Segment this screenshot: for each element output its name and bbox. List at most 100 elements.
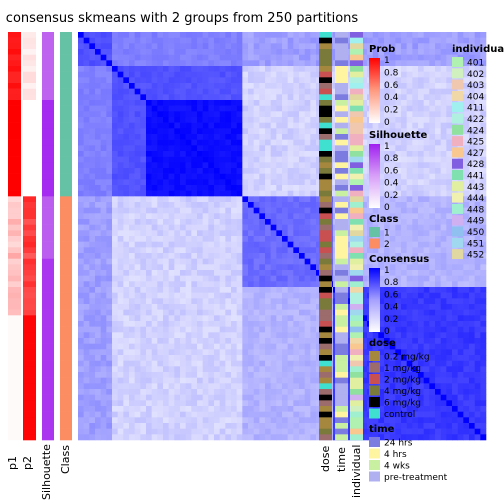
heatmap-cell (265, 140, 271, 146)
heatmap-cell (469, 366, 475, 372)
heatmap-cell (305, 168, 311, 174)
heatmap-cell (95, 128, 101, 134)
heatmap-cell (214, 208, 220, 214)
heatmap-cell (191, 242, 197, 248)
heatmap-cell (220, 361, 226, 367)
heatmap-cell (174, 55, 180, 61)
heatmap-cell (242, 134, 248, 140)
heatmap-cell (282, 366, 288, 372)
heatmap-cell (412, 117, 418, 123)
heatmap-cell (305, 196, 311, 202)
heatmap-cell (248, 106, 254, 112)
heatmap-cell (265, 298, 271, 304)
heatmap-cell (305, 372, 311, 378)
heatmap-cell (418, 236, 424, 242)
heatmap-cell (429, 55, 435, 61)
heatmap-cell (174, 332, 180, 338)
heatmap-cell (418, 162, 424, 168)
heatmap-cell (299, 77, 305, 83)
heatmap-cell (169, 332, 175, 338)
heatmap-cell (214, 157, 220, 163)
heatmap-cell (225, 123, 231, 129)
heatmap-cell (152, 72, 158, 78)
heatmap-cell (463, 383, 469, 389)
heatmap-cell (89, 117, 95, 123)
heatmap-cell (265, 89, 271, 95)
heatmap-cell (299, 395, 305, 401)
heatmap-cell (407, 145, 413, 151)
heatmap-cell (475, 310, 481, 316)
heatmap-cell (401, 55, 407, 61)
heatmap-cell (169, 293, 175, 299)
heatmap-cell (248, 162, 254, 168)
heatmap-cell (271, 185, 277, 191)
heatmap-cell (174, 117, 180, 123)
heatmap-cell (191, 293, 197, 299)
heatmap-cell (174, 225, 180, 231)
heatmap-cell (242, 247, 248, 253)
silhouette-cell (42, 242, 54, 248)
heatmap-cell (208, 83, 214, 89)
heatmap-cell (242, 94, 248, 100)
heatmap-cell (163, 372, 169, 378)
heatmap-cell (418, 281, 424, 287)
heatmap-cell (220, 77, 226, 83)
heatmap-cell (203, 117, 209, 123)
heatmap-cell (129, 219, 135, 225)
heatmap-cell (237, 77, 243, 83)
heatmap-cell (186, 400, 192, 406)
heatmap-cell (254, 49, 260, 55)
heatmap-cell (429, 355, 435, 361)
heatmap-cell (299, 100, 305, 106)
heatmap-cell (231, 338, 237, 344)
heatmap-cell (157, 264, 163, 270)
heatmap-cell (463, 344, 469, 350)
heatmap-cell (89, 32, 95, 38)
heatmap-cell (89, 100, 95, 106)
heatmap-cell (305, 281, 311, 287)
heatmap-cell (191, 151, 197, 157)
heatmap-cell (480, 344, 486, 350)
heatmap-cell (214, 185, 220, 191)
heatmap-cell (429, 72, 435, 78)
heatmap-cell (288, 168, 294, 174)
heatmap-cell (288, 179, 294, 185)
heatmap-cell (288, 355, 294, 361)
heatmap-cell (276, 372, 282, 378)
heatmap-cell (458, 38, 464, 44)
heatmap-cell (220, 264, 226, 270)
heatmap-cell (424, 157, 430, 163)
heatmap-cell (395, 327, 401, 333)
heatmap-cell (259, 304, 265, 310)
p2-cell (23, 49, 36, 55)
heatmap-cell (469, 38, 475, 44)
heatmap-cell (254, 157, 260, 163)
heatmap-cell (208, 213, 214, 219)
heatmap-cell (163, 162, 169, 168)
heatmap-cell (197, 344, 203, 350)
heatmap-cell (259, 366, 265, 372)
heatmap-cell (231, 140, 237, 146)
heatmap-cell (89, 43, 95, 49)
heatmap-cell (242, 38, 248, 44)
heatmap-cell (237, 355, 243, 361)
heatmap-cell (129, 196, 135, 202)
heatmap-cell (237, 72, 243, 78)
heatmap-cell (214, 293, 220, 299)
heatmap-cell (248, 247, 254, 253)
heatmap-cell (435, 83, 441, 89)
heatmap-cell (299, 332, 305, 338)
heatmap-cell (293, 395, 299, 401)
heatmap-cell (276, 168, 282, 174)
heatmap-cell (174, 247, 180, 253)
heatmap-cell (163, 191, 169, 197)
heatmap-cell (299, 168, 305, 174)
heatmap-cell (259, 310, 265, 316)
heatmap-cell (237, 338, 243, 344)
heatmap-cell (140, 253, 146, 259)
heatmap-cell (118, 349, 124, 355)
heatmap-cell (191, 208, 197, 214)
heatmap-cell (441, 83, 447, 89)
heatmap-cell (242, 168, 248, 174)
heatmap-cell (118, 315, 124, 321)
